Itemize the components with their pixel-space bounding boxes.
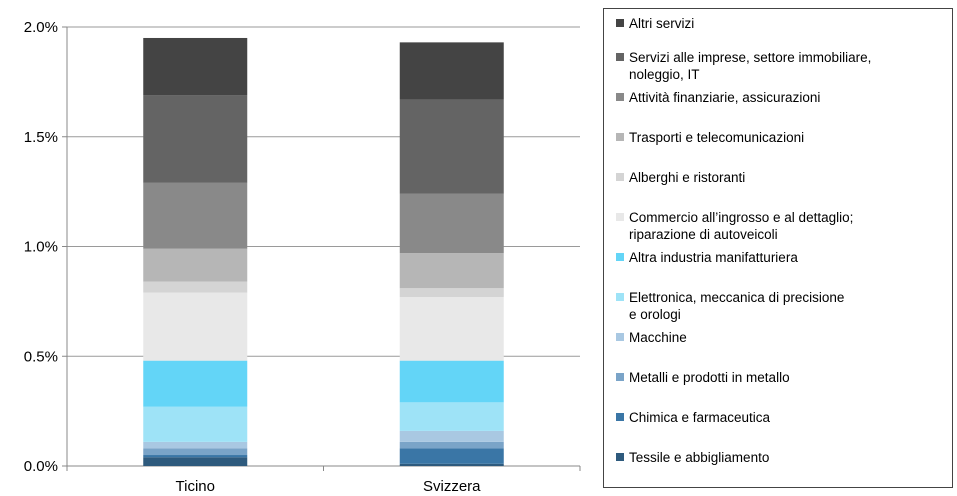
- bar-segment: [143, 441, 248, 449]
- legend-label: Metalli e prodotti in metallo: [629, 370, 790, 385]
- legend: Altri servizi Servizi alle imprese, setto…: [603, 8, 953, 488]
- y-tick-label: 0.0%: [24, 458, 58, 475]
- legend-label: Servizi alle imprese, settore immobiliar…: [629, 50, 872, 65]
- bar-segment: [399, 296, 504, 361]
- y-tick-label: 2.0%: [24, 19, 58, 36]
- legend-label: Altri servizi: [629, 16, 695, 31]
- legend-item: Tessile e abbigliamento: [616, 449, 950, 466]
- legend-swatch: [616, 373, 624, 381]
- bar-segment: [143, 182, 248, 249]
- legend-swatch: [616, 333, 624, 341]
- legend-label: Commercio all’ingrosso e al dettaglio;: [629, 210, 854, 225]
- bar-segment: [143, 406, 248, 442]
- bar-segment: [143, 37, 248, 96]
- bar-segment: [399, 441, 504, 449]
- x-tick-label: Svizzera: [423, 478, 481, 495]
- bar-segment: [143, 457, 248, 466]
- legend-item: Macchine: [616, 329, 950, 346]
- bar-segment: [399, 42, 504, 100]
- legend-label: Macchine: [629, 330, 687, 345]
- x-tick-label: Ticino: [176, 478, 215, 495]
- legend-swatch: [616, 133, 624, 141]
- legend-label: Tessile e abbigliamento: [629, 450, 770, 465]
- legend-label: Trasporti e telecomunicazioni: [629, 130, 805, 145]
- legend-item: Servizi alle imprese, settore immobiliar…: [616, 49, 950, 83]
- legend-label: Altra industria manifatturiera: [629, 250, 798, 265]
- y-tick-label: 1.5%: [24, 129, 58, 146]
- bar-segment: [399, 430, 504, 442]
- bar-segment: [399, 288, 504, 297]
- legend-label: Alberghi e ristoranti: [629, 170, 746, 185]
- bar-segment: [399, 402, 504, 431]
- y-tick-label: 0.5%: [24, 348, 58, 365]
- legend-label: noleggio, IT: [629, 67, 700, 82]
- bar-segment: [143, 281, 248, 293]
- legend-item: Trasporti e telecomunicazioni: [616, 129, 950, 146]
- legend-item: Elettronica, meccanica di precisione e or…: [616, 289, 950, 323]
- legend-swatch: [616, 53, 624, 61]
- legend-swatch: [616, 173, 624, 181]
- legend-swatch: [616, 293, 624, 301]
- bar-segment: [399, 99, 504, 194]
- legend-swatch: [616, 453, 624, 461]
- axes: 0.0% 0.5% 1.0% 1.5% 2.0% Ticino Svizzera: [24, 19, 581, 495]
- bar-segment: [143, 95, 248, 183]
- legend-label: Elettronica, meccanica di precisione: [629, 290, 845, 305]
- bar-segment: [143, 248, 248, 282]
- legend-item: Altra industria manifatturiera: [616, 249, 950, 266]
- legend-item: Chimica e farmaceutica: [616, 409, 950, 426]
- legend-swatch: [616, 93, 624, 101]
- bar-segment: [399, 448, 504, 464]
- bar-segment: [399, 253, 504, 289]
- y-tick-label: 1.0%: [24, 239, 58, 256]
- bar-segment: [143, 360, 248, 407]
- legend-item: Commercio all’ingrosso e al dettaglio; ri…: [616, 209, 950, 243]
- legend-swatch: [616, 19, 624, 27]
- legend-swatch: [616, 213, 624, 221]
- legend-swatch: [616, 413, 624, 421]
- legend-item: Alberghi e ristoranti: [616, 169, 950, 186]
- legend-label: Attività finanziarie, assicurazioni: [629, 90, 821, 105]
- bar-segment: [143, 448, 248, 456]
- bar-segment: [143, 292, 248, 361]
- legend-item: Attività finanziarie, assicurazioni: [616, 89, 950, 106]
- legend-item: Altri servizi: [616, 15, 950, 32]
- bar-segment: [143, 455, 248, 458]
- legend-swatch: [616, 253, 624, 261]
- bar-segment: [399, 193, 504, 254]
- legend-label: riparazione di autoveicoli: [629, 227, 778, 242]
- bar-segment: [399, 360, 504, 403]
- legend-label: e orologi: [629, 307, 681, 322]
- bars: [143, 37, 504, 466]
- legend-label: Chimica e farmaceutica: [629, 410, 771, 425]
- bar-segment: [399, 463, 504, 466]
- legend-item: Metalli e prodotti in metallo: [616, 369, 950, 386]
